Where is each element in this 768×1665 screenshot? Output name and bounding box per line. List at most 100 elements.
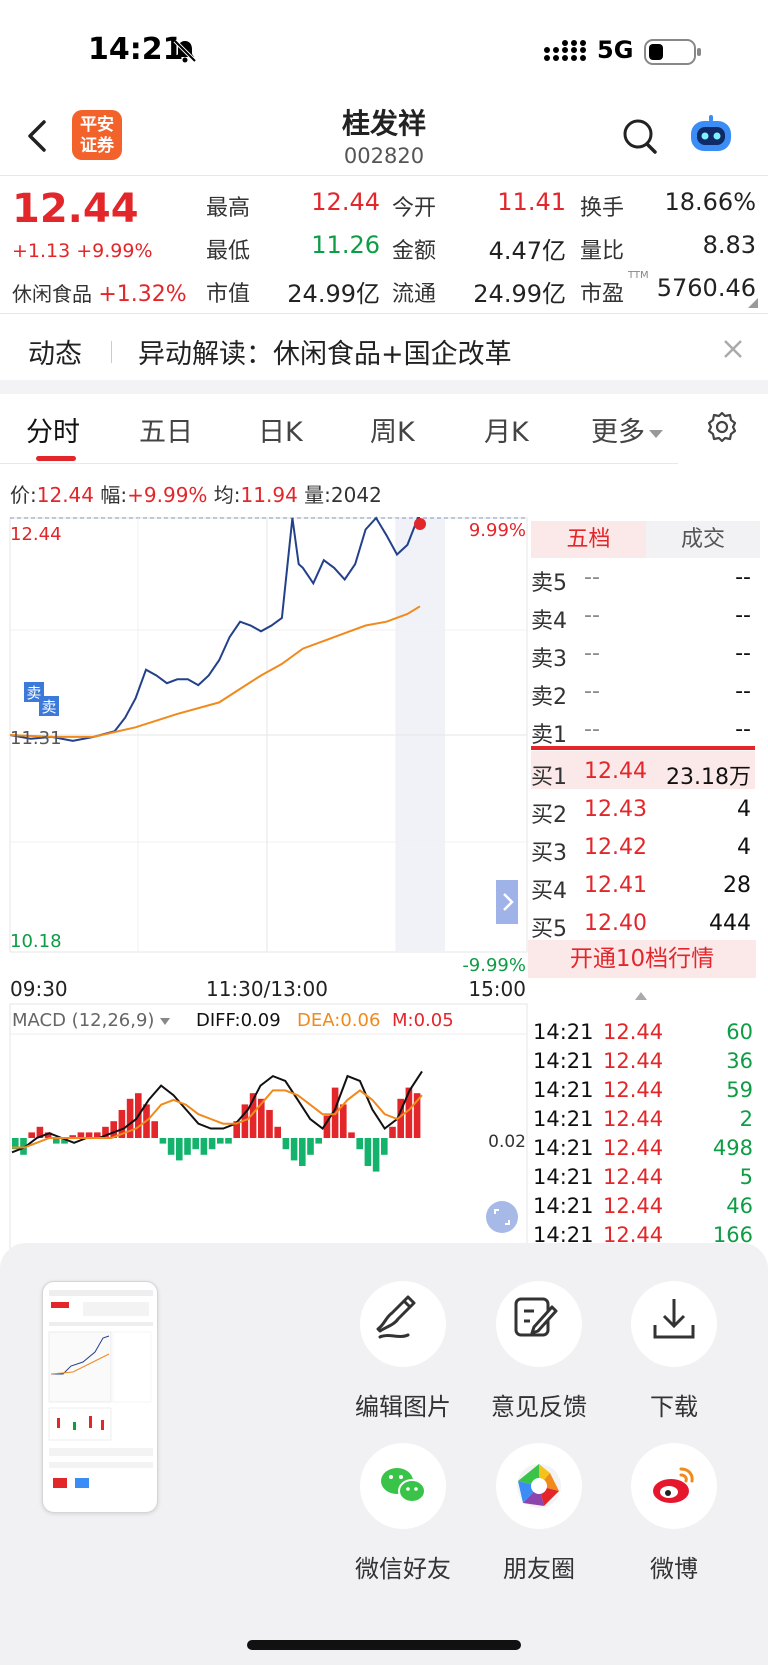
- level-price: --: [584, 717, 600, 742]
- trade-price: 12.44: [603, 1165, 663, 1189]
- trade-price: 12.44: [603, 1049, 663, 1073]
- trade-time: 14:21: [533, 1107, 594, 1131]
- network-type: 5G: [597, 36, 633, 64]
- edit-image-button[interactable]: [360, 1281, 446, 1367]
- screenshot-thumbnail[interactable]: [42, 1281, 158, 1513]
- gear-icon[interactable]: [705, 410, 739, 444]
- sell-marker-label-2: 卖: [41, 698, 56, 716]
- search-icon[interactable]: [620, 116, 660, 156]
- tab-active-indicator: [36, 456, 76, 461]
- moments-button[interactable]: [496, 1443, 582, 1529]
- trade-volume: 36: [726, 1049, 753, 1073]
- ask-row[interactable]: 卖2 -- --: [531, 673, 751, 711]
- level-label: 卖5: [531, 565, 567, 597]
- ask-row[interactable]: 卖4 -- --: [531, 597, 751, 635]
- macd-bar: [201, 1138, 208, 1155]
- wechat-icon: [360, 1443, 446, 1529]
- macd-bar: [381, 1138, 388, 1155]
- level-price: --: [584, 565, 600, 590]
- tab-trades[interactable]: 成交: [646, 521, 760, 558]
- tab-intraday[interactable]: 分时: [26, 410, 80, 449]
- intraday-chart[interactable]: 12.44 11.31 10.18 9.99% -9.99% 卖 卖 09:30…: [0, 510, 530, 1250]
- bid-row[interactable]: 买1 12.44 23.18万: [531, 753, 751, 791]
- share-action-label[interactable]: 意见反馈: [469, 1387, 609, 1422]
- weibo-icon: [631, 1443, 717, 1529]
- macd-dea-name: DEA: [297, 1010, 335, 1031]
- trade-price: 12.44: [603, 1136, 663, 1160]
- macd-bar: [356, 1138, 363, 1149]
- trade-price: 12.44: [603, 1194, 663, 1218]
- level-label: 买3: [531, 835, 567, 867]
- macd-bar: [340, 1104, 347, 1138]
- y-label-low: 10.18: [10, 931, 62, 952]
- upgrade-level10-button[interactable]: 开通10档行情: [528, 940, 756, 978]
- close-icon[interactable]: [719, 335, 747, 363]
- feedback-button[interactable]: [496, 1281, 582, 1367]
- tab-five-day[interactable]: 五日: [139, 410, 193, 449]
- level-price: 12.43: [584, 797, 647, 822]
- quote-value: 11.26: [250, 231, 380, 259]
- tab-daily-k[interactable]: 日K: [258, 410, 303, 449]
- level-price: --: [584, 603, 600, 628]
- trade-row: 14:21 12.44 5: [533, 1165, 753, 1194]
- ask-row[interactable]: 卖1 -- --: [531, 711, 751, 749]
- level-label: 卖3: [531, 641, 567, 673]
- macd-bar: [365, 1138, 372, 1166]
- trade-row: 14:21 12.44 59: [533, 1078, 753, 1107]
- quote-value: 24.99亿: [436, 274, 566, 309]
- download-button[interactable]: [631, 1281, 717, 1367]
- macd-dea-value: 0.06: [340, 1010, 380, 1031]
- edit-image-icon: [360, 1281, 446, 1367]
- tab-order-book[interactable]: 五档: [531, 521, 646, 558]
- share-action-label[interactable]: 微信好友: [333, 1549, 473, 1584]
- chevron-down-icon: [649, 430, 663, 438]
- share-action-label[interactable]: 编辑图片: [333, 1387, 473, 1422]
- level-volume: --: [735, 565, 751, 590]
- macd-bar: [283, 1138, 290, 1149]
- chevron-up-icon[interactable]: [635, 992, 647, 1000]
- macd-bar: [389, 1127, 396, 1138]
- average-label: 均:: [214, 483, 241, 507]
- chevron-right-icon[interactable]: [496, 880, 518, 924]
- quote-label: 市盈: [580, 276, 624, 308]
- macd-bar: [184, 1138, 191, 1155]
- tab-more[interactable]: 更多: [591, 410, 663, 449]
- ask-row[interactable]: 卖3 -- --: [531, 635, 751, 673]
- level-price: --: [584, 641, 600, 666]
- robot-assistant-icon[interactable]: [688, 114, 734, 154]
- bid-row[interactable]: 买4 12.41 28: [531, 867, 751, 905]
- level-volume: --: [735, 717, 751, 742]
- trade-time: 14:21: [533, 1078, 594, 1102]
- news-tag: 动态: [28, 332, 82, 371]
- sector-info[interactable]: 休闲食品 +1.32%: [12, 278, 187, 307]
- level-label: 买2: [531, 797, 567, 829]
- wechat-button[interactable]: [360, 1443, 446, 1529]
- macd-bar: [274, 1127, 281, 1138]
- bid-row[interactable]: 买5 12.40 444: [531, 905, 751, 943]
- macd-bar: [168, 1138, 175, 1155]
- macd-dea: DEA:0.06: [297, 1010, 380, 1031]
- tab-weekly-k[interactable]: 周K: [370, 410, 415, 449]
- weibo-button[interactable]: [631, 1443, 717, 1529]
- share-action-label[interactable]: 微博: [604, 1549, 744, 1584]
- macd-m-value: 0.05: [414, 1010, 454, 1031]
- trade-time: 14:21: [533, 1020, 594, 1044]
- ask-row[interactable]: 卖5 -- --: [531, 559, 751, 597]
- share-action-label[interactable]: 下载: [604, 1387, 744, 1422]
- y-label-pct-low: -9.99%: [462, 955, 526, 976]
- bid-row[interactable]: 买3 12.42 4: [531, 829, 751, 867]
- share-action-label[interactable]: 朋友圈: [469, 1549, 609, 1584]
- macd-title[interactable]: MACD (12,26,9): [12, 1010, 154, 1031]
- divider: [111, 341, 112, 363]
- macd-bar: [291, 1138, 298, 1160]
- bid-row[interactable]: 买2 12.43 4: [531, 791, 751, 829]
- level-volume: 4: [737, 797, 751, 822]
- thumbnail-preview: [43, 1282, 158, 1513]
- fullscreen-icon[interactable]: [486, 1201, 518, 1233]
- expand-corner-icon[interactable]: [748, 298, 758, 308]
- download-icon: [631, 1281, 717, 1367]
- tab-monthly-k[interactable]: 月K: [484, 410, 529, 449]
- macd-bar: [315, 1138, 322, 1144]
- trade-volume: 60: [726, 1020, 753, 1044]
- news-headline[interactable]: 异动解读：休闲食品+国企改革: [138, 332, 512, 371]
